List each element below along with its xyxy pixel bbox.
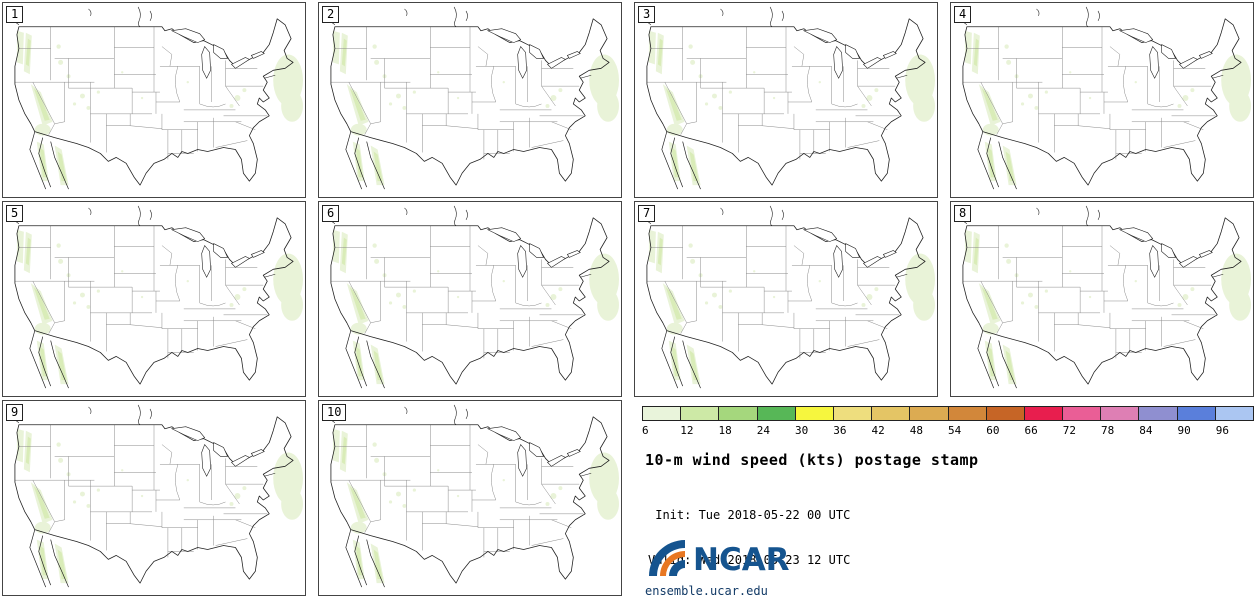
conus-wind-map <box>951 3 1253 197</box>
ensemble-member-panel[interactable]: 6 <box>318 201 622 397</box>
panel-number: 10 <box>322 404 347 421</box>
colorbar-tick: 60 <box>986 424 1000 437</box>
conus-wind-map <box>635 3 937 197</box>
panel-number: 6 <box>322 205 340 222</box>
panel-number: 5 <box>6 205 24 222</box>
colorbar-tick: 72 <box>1062 424 1076 437</box>
ncar-logo: NCAR <box>649 540 790 578</box>
init-time: Init: Tue 2018-05-22 00 UTC <box>648 508 851 522</box>
ncar-logo-text: NCAR <box>693 542 790 578</box>
colorbar-cell <box>681 407 720 420</box>
colorbar-cell <box>757 407 796 420</box>
colorbar-tick: 42 <box>871 424 885 437</box>
ensemble-member-panel[interactable]: 2 <box>318 2 622 198</box>
colorbar-cell <box>910 407 949 420</box>
conus-wind-map <box>3 401 305 595</box>
colorbar-cell <box>643 407 682 420</box>
colorbar-cell <box>986 407 1025 420</box>
colorbar-tick: 12 <box>680 424 694 437</box>
colorbar-cell <box>795 407 834 420</box>
conus-wind-map <box>635 202 937 396</box>
conus-wind-map <box>951 202 1253 396</box>
colorbar-ticks: 6 12 18 24 30 36 42 48 54 60 66 72 78 84 90 96 <box>642 421 1254 437</box>
ensemble-member-panel[interactable]: 9 <box>2 400 306 596</box>
colorbar-tick: 54 <box>948 424 962 437</box>
conus-wind-map <box>319 3 621 197</box>
ensemble-member-panel[interactable]: 10 <box>318 400 622 596</box>
colorbar-tick: 30 <box>795 424 809 437</box>
panel-number: 7 <box>638 205 656 222</box>
colorbar-tick: 48 <box>909 424 923 437</box>
colorbar-tick: 36 <box>833 424 847 437</box>
panel-number: 1 <box>6 6 24 23</box>
colorbar-tick: 78 <box>1101 424 1115 437</box>
conus-wind-map <box>3 202 305 396</box>
ensemble-member-panel[interactable]: 4 <box>950 2 1254 198</box>
colorbar-tick: 66 <box>1024 424 1038 437</box>
colorbar-tick: 96 <box>1215 424 1229 437</box>
colorbar-cell <box>1063 407 1102 420</box>
colorbar-cell <box>948 407 987 420</box>
conus-wind-map <box>319 202 621 396</box>
panel-number: 2 <box>322 6 340 23</box>
colorbar-cell <box>1101 407 1140 420</box>
colorbar-tick: 18 <box>718 424 732 437</box>
ensemble-member-panel[interactable]: 7 <box>634 201 938 397</box>
colorbar-tick: 24 <box>756 424 770 437</box>
ensemble-member-panel[interactable]: 1 <box>2 2 306 198</box>
colorbar-cell <box>872 407 911 420</box>
colorbar-tick: 84 <box>1139 424 1153 437</box>
colorbar-cell <box>1139 407 1178 420</box>
colorbar-cell <box>833 407 873 420</box>
ensemble-member-panel[interactable]: 5 <box>2 201 306 397</box>
time-info: Init: Tue 2018-05-22 00 UTC Valid: Wed 2… <box>648 478 850 597</box>
product-title: 10-m wind speed (kts) postage stamp <box>645 451 979 469</box>
legend-block: 6 12 18 24 30 36 42 48 54 60 66 72 78 84 90 96 <box>642 406 1254 437</box>
ensemble-member-panel[interactable]: 8 <box>950 201 1254 397</box>
panel-number: 8 <box>954 205 972 222</box>
ensemble-member-panel[interactable]: 3 <box>634 2 938 198</box>
colorbar-cell <box>1177 407 1216 420</box>
site-url[interactable]: ensemble.ucar.edu <box>645 584 768 597</box>
colorbar-cell <box>1215 407 1253 420</box>
colorbar-tick: 90 <box>1177 424 1191 437</box>
conus-wind-map <box>319 401 621 595</box>
colorbar-cell <box>719 407 758 420</box>
colorbar-cell <box>1024 407 1064 420</box>
panel-number: 9 <box>6 404 24 421</box>
conus-wind-map <box>3 3 305 197</box>
colorbar <box>642 406 1254 421</box>
branding-block: NCAR ensemble.ucar.edu <box>645 536 805 597</box>
colorbar-tick: 6 <box>642 424 649 437</box>
panel-number: 3 <box>638 6 656 23</box>
panel-number: 4 <box>954 6 972 23</box>
